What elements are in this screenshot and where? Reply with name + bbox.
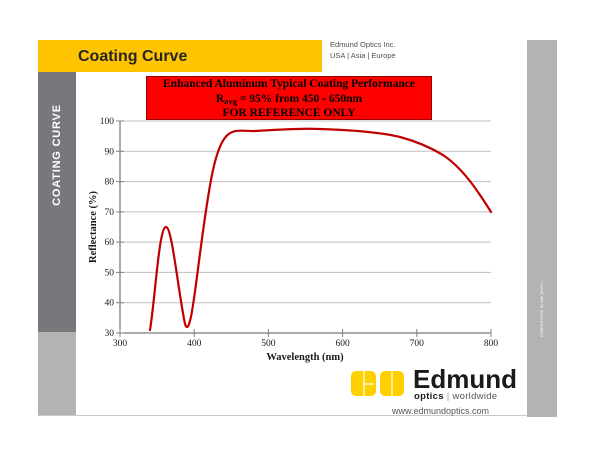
svg-text:50: 50 [105, 268, 115, 278]
svg-text:80: 80 [105, 178, 115, 188]
svg-text:600: 600 [335, 339, 350, 349]
svg-text:100: 100 [100, 117, 115, 127]
svg-text:60: 60 [105, 238, 115, 248]
svg-text:90: 90 [105, 147, 115, 157]
svg-text:700: 700 [410, 339, 425, 349]
svg-text:800: 800 [484, 339, 499, 349]
svg-text:30: 30 [105, 329, 115, 339]
svg-text:500: 500 [261, 339, 276, 349]
svg-text:Reflectance (%): Reflectance (%) [88, 191, 99, 264]
svg-text:300: 300 [113, 339, 128, 349]
svg-text:400: 400 [187, 339, 202, 349]
svg-text:Wavelength (nm): Wavelength (nm) [266, 352, 344, 363]
svg-text:70: 70 [105, 208, 115, 218]
svg-text:40: 40 [105, 299, 115, 309]
